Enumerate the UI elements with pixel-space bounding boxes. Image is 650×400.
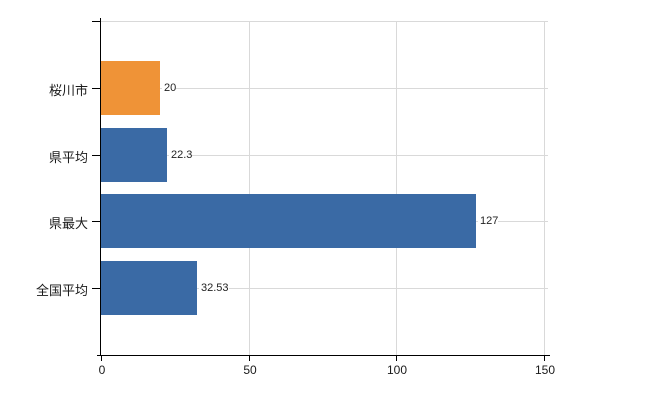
gridline-vertical [249, 21, 250, 355]
bar [101, 128, 167, 182]
y-axis-line [100, 18, 101, 356]
x-tick-label: 100 [386, 363, 408, 377]
x-tick-label: 50 [243, 363, 257, 377]
bar-value-label: 32.53 [199, 281, 229, 295]
bar-value-label: 127 [478, 214, 499, 228]
bar [101, 194, 476, 248]
category-tick [92, 88, 100, 89]
category-label: 県最大 [48, 216, 88, 231]
bar-value-label: 20 [162, 81, 177, 95]
bar-value-label: 22.3 [169, 148, 193, 162]
x-tick-label: 150 [534, 363, 556, 377]
gridline-horizontal [101, 88, 548, 89]
gridline-vertical [544, 21, 545, 355]
category-tick [92, 221, 100, 222]
category-label: 桜川市 [48, 83, 88, 98]
x-tick-label: 0 [98, 363, 106, 377]
y-axis-top-tick [92, 21, 100, 22]
gridline-vertical [396, 21, 397, 355]
category-tick [92, 155, 100, 156]
bar [101, 261, 197, 315]
x-tick [101, 356, 102, 361]
x-tick [396, 356, 397, 361]
bar [101, 61, 160, 115]
x-tick [544, 356, 545, 361]
gridline-horizontal [101, 288, 548, 289]
x-axis-line [97, 355, 550, 356]
plot-top-border [101, 21, 548, 22]
x-tick [249, 356, 250, 361]
category-label: 県平均 [48, 150, 88, 165]
category-label: 全国平均 [35, 283, 88, 298]
gridline-horizontal [101, 155, 548, 156]
category-tick [92, 288, 100, 289]
